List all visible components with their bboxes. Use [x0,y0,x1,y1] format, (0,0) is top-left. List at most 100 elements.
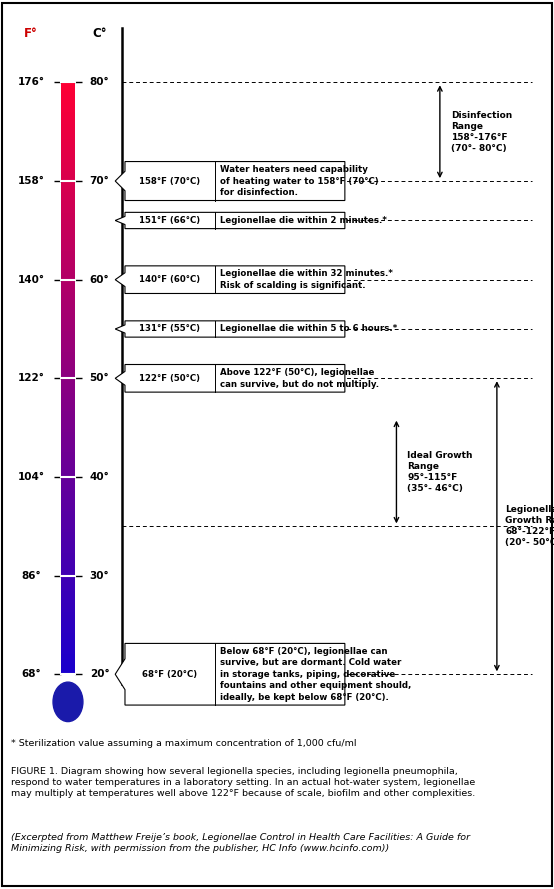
Bar [61,660,75,662]
Bar [61,470,75,473]
Bar [61,582,75,586]
Bar [61,355,75,357]
Bar [61,426,75,428]
Text: Disinfection
Range
158°-176°F
(70°- 80°C): Disinfection Range 158°-176°F (70°- 80°C… [451,110,512,153]
Bar [61,455,75,458]
Bar [61,417,75,420]
Bar [61,236,75,239]
Bar [61,420,75,422]
Text: Above 122°F (50°C), legionellae
can survive, but do not multiply.: Above 122°F (50°C), legionellae can surv… [220,368,379,388]
Bar [61,517,75,520]
Bar [61,502,75,506]
Bar [61,379,75,381]
Bar [61,604,75,606]
Text: 40°: 40° [90,472,109,482]
Bar [61,319,75,322]
Bar [61,204,75,206]
Text: 20°: 20° [90,669,109,679]
Bar [61,180,75,183]
Bar [61,393,75,396]
Bar [61,449,75,453]
Bar [61,577,75,580]
Bar [61,97,75,100]
Bar [61,399,75,402]
Polygon shape [115,644,345,705]
Bar [61,304,75,308]
Bar [61,506,75,509]
Bar [61,325,75,328]
Bar [61,251,75,254]
Bar [61,165,75,168]
Bar [61,642,75,645]
Bar [61,467,75,470]
Bar [61,384,75,388]
Text: 140°: 140° [18,275,44,284]
Text: 68°: 68° [21,669,41,679]
Bar [61,106,75,109]
Bar [61,665,75,669]
Bar [61,192,75,195]
Bar [61,328,75,331]
Text: 60°: 60° [90,275,109,284]
Polygon shape [115,321,345,337]
Bar [61,476,75,479]
Bar [61,624,75,627]
Bar [61,662,75,665]
Bar [61,485,75,488]
Bar [61,340,75,343]
Bar [61,145,75,148]
Bar [61,112,75,115]
Bar [61,221,75,224]
Bar [61,201,75,204]
Bar [61,290,75,292]
Text: Below 68°F (20°C), legionellae can
survive, but are dormant. Cold water
in stora: Below 68°F (20°C), legionellae can survi… [220,647,412,701]
Bar [61,174,75,177]
Bar [61,346,75,348]
Bar [61,115,75,118]
Bar [61,411,75,413]
Bar [61,156,75,159]
Bar [61,272,75,275]
Bar [61,260,75,263]
Bar [61,361,75,364]
Bar [61,511,75,515]
Bar [61,268,75,272]
Ellipse shape [53,682,83,722]
Bar [61,633,75,636]
Bar [61,295,75,299]
Bar [61,544,75,547]
Bar [61,85,75,88]
Bar [61,163,75,165]
Bar [61,308,75,310]
Bar [61,529,75,533]
Bar [61,375,75,379]
Bar [61,464,75,467]
Bar [61,118,75,121]
Text: Ideal Growth
Range
95°-115°F
(35°- 46°C): Ideal Growth Range 95°-115°F (35°- 46°C) [407,451,473,493]
Bar [61,473,75,476]
Text: Legionellae
Growth Range
68°-122°F
(20°- 50°C): Legionellae Growth Range 68°-122°F (20°-… [505,505,554,548]
Bar [61,524,75,526]
Bar [61,526,75,529]
Text: (Excerpted from Matthew Freije’s book, Legionellae Control in Health Care Facili: (Excerpted from Matthew Freije’s book, L… [11,833,470,853]
Bar [61,197,75,201]
Bar [61,284,75,286]
Bar [61,94,75,97]
Bar [61,141,75,145]
Bar [61,177,75,180]
Bar [61,172,75,174]
Bar [61,568,75,571]
Bar [61,493,75,497]
Bar [61,597,75,600]
Bar [61,509,75,511]
Text: 122°F (50°C): 122°F (50°C) [139,373,201,383]
Bar [61,435,75,437]
Bar [61,600,75,604]
Bar [61,488,75,491]
Bar [61,497,75,500]
Bar [61,121,75,124]
Bar [61,257,75,260]
Bar [61,109,75,112]
Text: 176°: 176° [18,77,44,87]
Bar [61,183,75,186]
